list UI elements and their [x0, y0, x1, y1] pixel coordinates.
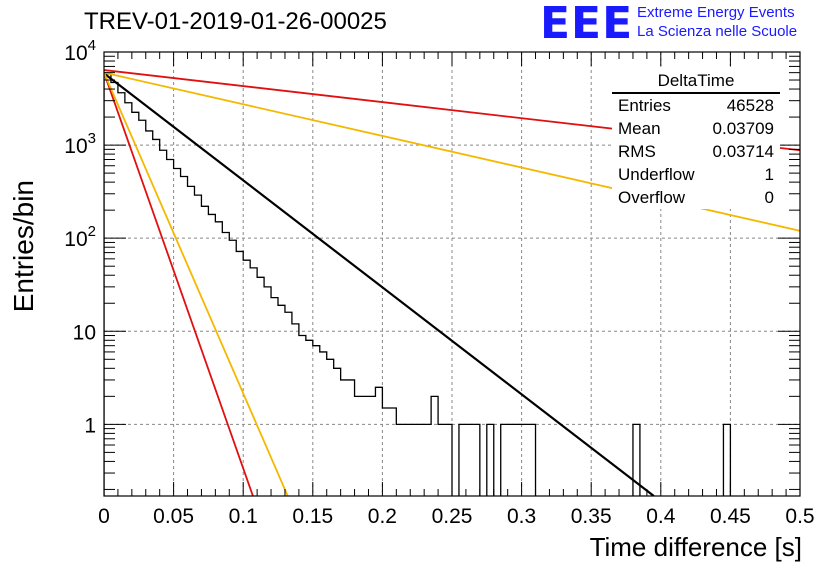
stats-value: 0.03709 [712, 119, 774, 138]
stats-label: Overflow [618, 188, 686, 207]
x-tick-label: 0.3 [507, 505, 536, 528]
x-tick-label: 0 [98, 505, 110, 528]
x-tick-label: 0.05 [153, 505, 194, 528]
x-tick-label: 0.1 [229, 505, 258, 528]
stats-row-rms: RMS 0.03714 [612, 140, 780, 163]
stats-row-overflow: Overflow 0 [612, 186, 780, 209]
stats-box: DeltaTime Entries 46528 Mean 0.03709 RMS… [612, 70, 780, 209]
x-tick-label: 0.45 [710, 505, 751, 528]
histogram-steps [104, 73, 800, 496]
stats-value: 0.03714 [712, 142, 774, 161]
y-tick-label: 102 [64, 223, 96, 251]
logo-line-1: Extreme Energy Events [637, 4, 795, 21]
stats-value: 1 [764, 165, 774, 184]
stats-label: Mean [618, 119, 661, 138]
stats-row-mean: Mean 0.03709 [612, 117, 780, 140]
stats-value: 0 [764, 188, 774, 207]
eee-logo: EEE [540, 0, 634, 49]
stats-row-entries: Entries 46528 [612, 94, 780, 117]
logo-line-2: La Scienza nelle Scuole [637, 23, 798, 40]
x-axis-label: Time difference [s] [589, 532, 802, 562]
series-line-3 [104, 72, 254, 496]
stats-row-underflow: Underflow 1 [612, 163, 780, 186]
chart-title: TREV-01-2019-01-26-00025 [84, 8, 387, 35]
stats-label: Entries [618, 96, 671, 115]
y-axis-label: Entries/bin [8, 180, 39, 313]
y-tick-label: 103 [64, 130, 96, 158]
x-tick-label: 0.25 [432, 505, 473, 528]
y-tick-label: 104 [64, 37, 96, 65]
y-tick-label: 1 [84, 414, 96, 437]
stats-box-title: DeltaTime [612, 70, 780, 94]
x-tick-label: 0.35 [571, 505, 612, 528]
x-tick-label: 0.2 [368, 505, 397, 528]
stats-value: 46528 [726, 96, 774, 115]
stats-label: RMS [618, 142, 656, 161]
y-tick-label: 10 [73, 321, 96, 344]
stats-label: Underflow [618, 165, 695, 184]
series-line-4 [104, 72, 289, 496]
x-tick-label: 0.5 [785, 505, 814, 528]
series-line-0 [104, 72, 655, 496]
x-tick-label: 0.4 [646, 505, 676, 528]
x-tick-label: 0.15 [292, 505, 333, 528]
